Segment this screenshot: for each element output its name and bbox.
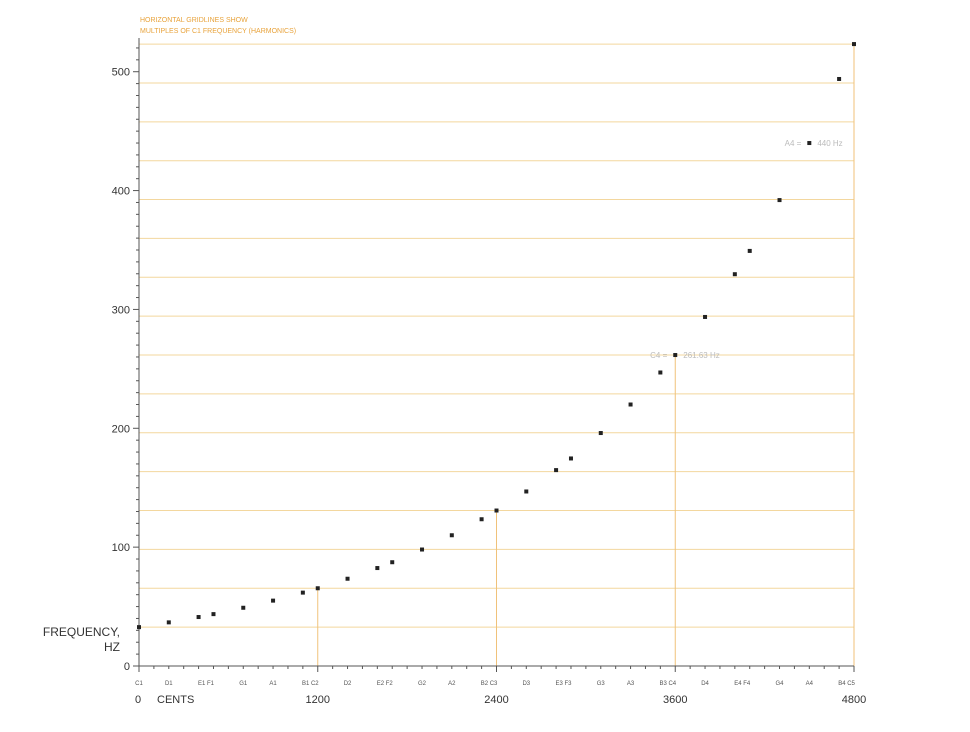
data-point — [300, 590, 305, 595]
note-label-G4: G4 — [776, 681, 785, 687]
data-point — [137, 625, 141, 630]
note-label-B4-C5: B4 C5 — [838, 681, 855, 687]
chart-note-line-2: MULTIPLES OF C1 FREQUENCY (HARMONICS) — [140, 28, 296, 35]
data-point — [703, 314, 708, 319]
axes: 0 100 200 300 400 500 0 1200 2400 3600 4800 — [112, 38, 866, 706]
note-label-E2-F2: E2 F2 — [377, 681, 394, 687]
data-point — [837, 76, 842, 81]
data-point — [568, 456, 573, 461]
note-label-B2-C3: B2 C3 — [481, 681, 498, 687]
annotation-1-left: C4 = — [650, 351, 667, 360]
note-label-E3-F3: E3 F3 — [556, 681, 573, 687]
data-point — [196, 615, 201, 620]
x-tick-label-3600: 3600 — [663, 694, 687, 706]
labels: C1 D1 E1 F1 G1 A1 B1 C2 D2 E2 F2 G2 A2 B2 C3 D3 E3 F… — [135, 139, 855, 687]
y-tick-label-100: 100 — [112, 542, 130, 554]
x-tick-label-2400: 2400 — [484, 694, 508, 706]
y-tick-label-0: 0 — [124, 661, 130, 673]
note-label-B1-C2: B1 C2 — [302, 681, 319, 687]
note-label-A1: A1 — [269, 681, 277, 687]
data-points — [137, 42, 856, 630]
note-label-D1: D1 — [165, 681, 173, 687]
data-point — [747, 248, 752, 253]
y-axis-label-line-1: FREQUENCY, — [43, 625, 120, 639]
data-point — [420, 547, 425, 552]
note-label-G2: G2 — [418, 681, 427, 687]
note-label-G3: G3 — [597, 681, 606, 687]
note-label-D2: D2 — [344, 681, 352, 687]
y-tick-label-300: 300 — [112, 304, 130, 316]
x-tick-label-1200: 1200 — [306, 694, 330, 706]
data-point — [658, 370, 663, 375]
data-point — [479, 517, 484, 522]
y-tick-label-500: 500 — [112, 67, 130, 79]
x-axis-label: CENTS — [157, 694, 194, 706]
data-point — [494, 508, 499, 513]
y-tick-label-200: 200 — [112, 423, 130, 435]
annotation-2-left: A4 = — [785, 139, 802, 148]
data-point — [166, 620, 171, 625]
y-axis-label-line-2: HZ — [104, 640, 120, 654]
annotation-2-right: 440 Hz — [817, 139, 842, 148]
data-point — [271, 598, 276, 603]
octave-markers — [317, 42, 855, 666]
y-tick-label-400: 400 — [112, 186, 130, 198]
harmonic-gridlines — [139, 43, 854, 628]
note-label-B3-C4: B3 C4 — [659, 681, 676, 687]
note-label-C1: C1 — [135, 681, 143, 687]
x-tick-label-4800: 4800 — [842, 694, 866, 706]
data-point — [732, 272, 737, 277]
note-label-A2: A2 — [448, 681, 456, 687]
note-label-E1-F1: E1 F1 — [198, 681, 215, 687]
data-point — [390, 560, 395, 565]
data-point — [241, 605, 246, 610]
note-label-E4-F4: E4 F4 — [734, 681, 751, 687]
note-label-D3: D3 — [522, 681, 530, 687]
x-tick-label-0: 0 — [135, 694, 141, 706]
data-point — [524, 489, 529, 494]
data-point — [211, 612, 216, 617]
data-point — [449, 533, 454, 538]
note-label-A4: A4 — [806, 681, 814, 687]
data-point — [554, 468, 559, 473]
data-point — [852, 42, 856, 47]
data-point — [315, 586, 320, 591]
data-point — [375, 566, 380, 571]
chart-note-line-1: HORIZONTAL GRIDLINES SHOW — [140, 17, 248, 24]
data-point — [777, 198, 782, 203]
note-label-A3: A3 — [627, 681, 635, 687]
data-point — [673, 353, 678, 358]
data-point — [598, 431, 603, 436]
data-point — [628, 402, 633, 407]
data-point — [807, 141, 812, 146]
note-label-G1: G1 — [239, 681, 248, 687]
note-label-D4: D4 — [701, 681, 709, 687]
data-point — [345, 576, 350, 581]
annotation-1-right: 261.63 Hz — [683, 351, 719, 360]
